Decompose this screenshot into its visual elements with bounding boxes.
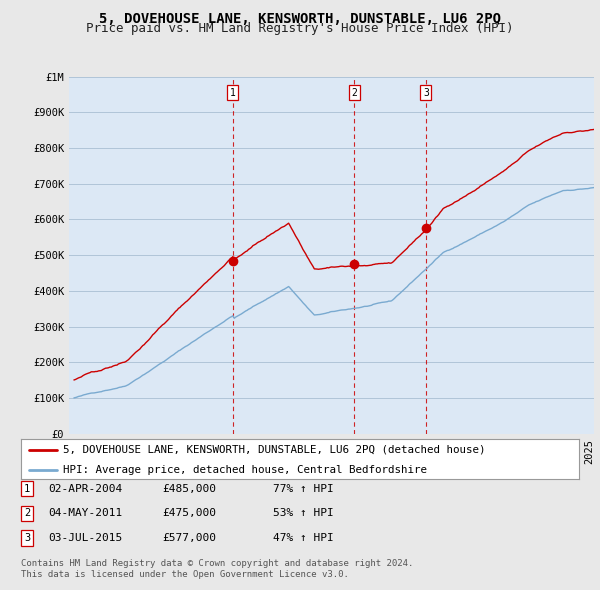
Text: 2: 2 <box>352 88 358 98</box>
Text: 1: 1 <box>230 88 236 98</box>
Text: £577,000: £577,000 <box>162 533 216 543</box>
Text: 53% ↑ HPI: 53% ↑ HPI <box>273 509 334 518</box>
Text: £475,000: £475,000 <box>162 509 216 518</box>
Text: 77% ↑ HPI: 77% ↑ HPI <box>273 484 334 493</box>
Text: 1: 1 <box>24 484 30 493</box>
Text: Price paid vs. HM Land Registry's House Price Index (HPI): Price paid vs. HM Land Registry's House … <box>86 22 514 35</box>
Text: Contains HM Land Registry data © Crown copyright and database right 2024.
This d: Contains HM Land Registry data © Crown c… <box>21 559 413 579</box>
Text: 02-APR-2004: 02-APR-2004 <box>48 484 122 493</box>
Text: 5, DOVEHOUSE LANE, KENSWORTH, DUNSTABLE, LU6 2PQ (detached house): 5, DOVEHOUSE LANE, KENSWORTH, DUNSTABLE,… <box>63 445 485 455</box>
Text: HPI: Average price, detached house, Central Bedfordshire: HPI: Average price, detached house, Cent… <box>63 466 427 476</box>
Text: 03-JUL-2015: 03-JUL-2015 <box>48 533 122 543</box>
Text: 04-MAY-2011: 04-MAY-2011 <box>48 509 122 518</box>
Text: 3: 3 <box>24 533 30 543</box>
Text: 5, DOVEHOUSE LANE, KENSWORTH, DUNSTABLE, LU6 2PQ: 5, DOVEHOUSE LANE, KENSWORTH, DUNSTABLE,… <box>99 12 501 26</box>
Text: 47% ↑ HPI: 47% ↑ HPI <box>273 533 334 543</box>
Text: 2: 2 <box>24 509 30 518</box>
Text: 3: 3 <box>423 88 429 98</box>
Text: £485,000: £485,000 <box>162 484 216 493</box>
